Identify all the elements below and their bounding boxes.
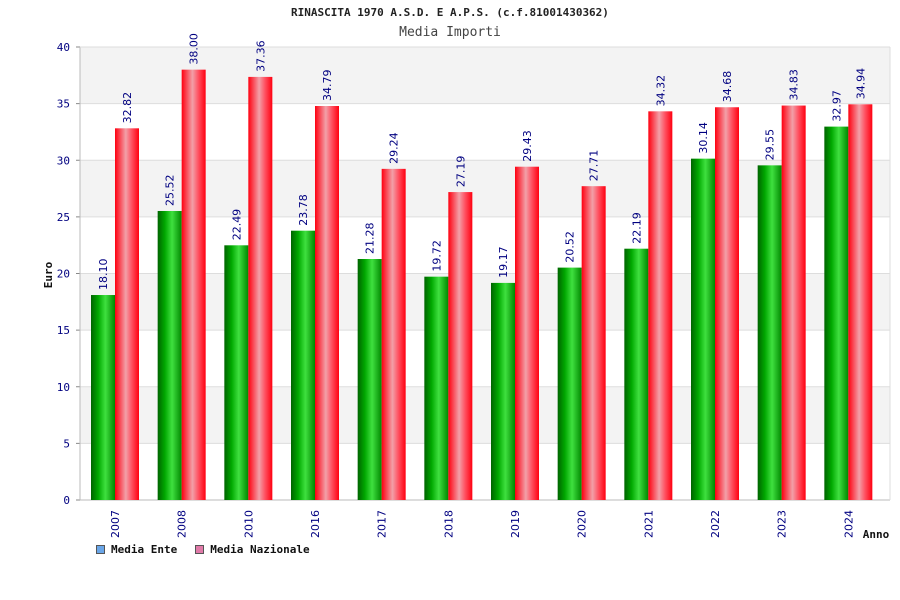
data-label-nazionale-2018: 27.19 <box>454 156 467 188</box>
data-label-nazionale-2021: 34.32 <box>654 75 667 107</box>
legend-swatch-ente <box>96 545 105 554</box>
y-tick-label: 15 <box>57 324 70 337</box>
bar-ente-2016 <box>291 230 315 500</box>
y-tick-label: 10 <box>57 381 70 394</box>
y-tick-label: 0 <box>63 494 70 507</box>
x-tick-label-2024: 2024 <box>842 510 855 538</box>
data-label-ente-2007: 18.10 <box>97 259 110 291</box>
data-label-nazionale-2023: 34.83 <box>788 69 801 101</box>
bar-nazionale-2016 <box>315 106 339 501</box>
bar-nazionale-2022 <box>715 107 739 501</box>
bar-nazionale-2007 <box>115 128 139 500</box>
plot-band <box>80 47 890 104</box>
bar-nazionale-2021 <box>648 111 673 501</box>
data-label-ente-2021: 22.19 <box>630 212 643 244</box>
data-label-ente-2008: 25.52 <box>164 174 177 206</box>
chart-subtitle: Media Importi <box>399 25 501 40</box>
chart-title: RINASCITA 1970 A.S.D. E A.P.S. (c.f.8100… <box>291 6 609 19</box>
bar-nazionale-2024 <box>848 104 873 500</box>
bar-nazionale-2020 <box>581 186 606 500</box>
y-tick-label: 5 <box>63 437 70 450</box>
data-label-ente-2010: 22.49 <box>230 209 243 240</box>
bar-ente-2021 <box>624 248 649 500</box>
bar-nazionale-2018 <box>448 192 473 501</box>
plot-band <box>80 386 890 444</box>
y-tick-label: 40 <box>57 41 70 54</box>
legend-item-ente: Media Ente <box>96 543 177 556</box>
data-label-nazionale-2022: 34.68 <box>721 71 734 103</box>
plot-band <box>80 216 890 274</box>
data-label-ente-2017: 21.28 <box>364 223 377 255</box>
bar-ente-2010 <box>224 245 249 500</box>
bar-ente-2017 <box>357 259 382 500</box>
data-label-nazionale-2010: 37.36 <box>254 40 267 72</box>
data-label-nazionale-2008: 38.00 <box>188 33 201 65</box>
y-axis-label: Euro <box>42 261 55 288</box>
legend-label-ente: Media Ente <box>111 543 178 556</box>
data-label-nazionale-2020: 27.71 <box>588 150 601 182</box>
plot-band <box>80 160 890 217</box>
data-label-nazionale-2024: 34.94 <box>854 68 867 100</box>
data-label-nazionale-2016: 34.79 <box>321 70 334 102</box>
y-tick-label: 30 <box>57 154 70 167</box>
plot-band <box>80 330 890 387</box>
x-tick-label-2021: 2021 <box>642 510 655 538</box>
chart-legend: Media Ente Media Nazionale <box>96 543 310 556</box>
bar-nazionale-2023 <box>781 105 806 501</box>
bar-ente-2019 <box>491 282 515 500</box>
y-tick-label: 20 <box>57 268 70 281</box>
data-label-ente-2020: 20.52 <box>564 231 577 263</box>
x-tick-label-2010: 2010 <box>242 510 255 538</box>
bar-ente-2020 <box>557 267 582 500</box>
x-tick-label-2023: 2023 <box>776 510 789 538</box>
plot-band <box>80 103 890 161</box>
plot-band <box>80 443 890 500</box>
x-tick-label-2007: 2007 <box>109 510 122 538</box>
bar-ente-2008 <box>157 210 182 500</box>
bar-ente-2024 <box>824 126 849 501</box>
legend-swatch-nazionale <box>195 545 205 554</box>
data-label-ente-2024: 32.97 <box>830 90 843 122</box>
x-tick-label-2019: 2019 <box>509 510 522 538</box>
data-label-nazionale-2017: 29.24 <box>388 132 401 164</box>
bar-nazionale-2010 <box>248 76 273 500</box>
bar-ente-2023 <box>757 165 782 500</box>
legend-item-nazionale: Media Nazionale <box>195 543 310 556</box>
data-label-ente-2019: 19.17 <box>497 246 510 278</box>
plot-band <box>80 273 890 331</box>
x-tick-label-2020: 2020 <box>576 510 589 538</box>
legend-label-nazionale: Media Nazionale <box>210 543 310 556</box>
data-label-ente-2022: 30.14 <box>697 122 710 154</box>
x-tick-label-2016: 2016 <box>309 510 322 538</box>
bar-nazionale-2008 <box>181 69 206 501</box>
y-tick-label: 25 <box>57 211 70 224</box>
bar-ente-2022 <box>691 158 715 501</box>
data-label-ente-2016: 23.78 <box>297 194 310 226</box>
data-label-nazionale-2019: 29.43 <box>521 130 534 162</box>
bar-nazionale-2019 <box>515 166 539 500</box>
x-tick-label-2022: 2022 <box>709 510 722 538</box>
bar-ente-2007 <box>91 295 115 500</box>
x-tick-label-2018: 2018 <box>442 510 455 538</box>
data-label-ente-2023: 29.55 <box>764 129 777 161</box>
bar-ente-2018 <box>424 276 449 500</box>
x-tick-label-2008: 2008 <box>176 510 189 538</box>
x-tick-label-2017: 2017 <box>376 510 389 538</box>
data-label-nazionale-2007: 32.82 <box>121 92 134 124</box>
bar-nazionale-2017 <box>381 168 406 500</box>
y-tick-label: 35 <box>57 98 70 111</box>
data-label-ente-2018: 19.72 <box>430 240 443 272</box>
x-axis-label: Anno <box>863 528 890 541</box>
